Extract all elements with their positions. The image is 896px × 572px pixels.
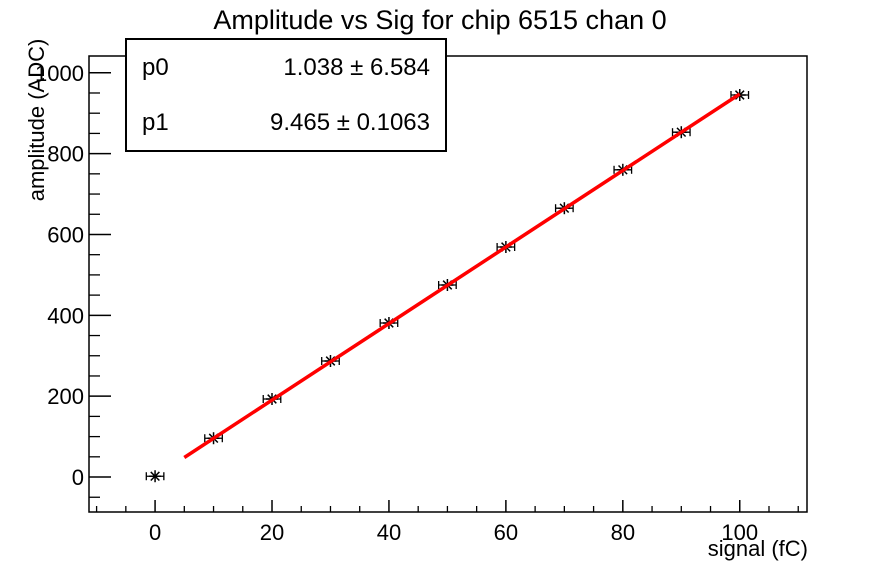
param-name: p1	[142, 108, 169, 136]
x-tick-label: 60	[494, 520, 518, 545]
data-point	[145, 470, 165, 483]
y-tick-label: 400	[47, 303, 84, 328]
fit-stats-box: p0 1.038 ± 6.584 p1 9.465 ± 0.1063	[125, 38, 447, 152]
y-axis: 0 200 400 600 800 1000	[35, 61, 111, 498]
chart-title: Amplitude vs Sig for chip 6515 chan 0	[213, 5, 667, 35]
y-axis-title: amplitude (ADC)	[24, 39, 49, 202]
x-tick-label: 40	[377, 520, 401, 545]
y-tick-label: 0	[72, 465, 84, 490]
x-axis: 0 20 40 60 80 100	[95, 500, 799, 545]
x-axis-title: signal (fC)	[708, 536, 808, 561]
x-tick-label: 100	[721, 520, 758, 545]
param-name: p0	[142, 53, 169, 81]
stats-row-p0: p0 1.038 ± 6.584	[127, 40, 445, 95]
x-tick-label: 0	[149, 520, 161, 545]
y-tick-label: 1000	[35, 61, 84, 86]
stats-row-p1: p1 9.465 ± 0.1063	[127, 95, 445, 150]
x-tick-label: 20	[260, 520, 284, 545]
y-tick-label: 800	[47, 142, 84, 167]
x-tick-label: 80	[611, 520, 635, 545]
param-value: 9.465 ± 0.1063	[270, 108, 430, 136]
fit-line	[183, 92, 741, 459]
y-tick-label: 200	[47, 384, 84, 409]
y-tick-label: 600	[47, 222, 84, 247]
param-value: 1.038 ± 6.584	[283, 53, 430, 81]
